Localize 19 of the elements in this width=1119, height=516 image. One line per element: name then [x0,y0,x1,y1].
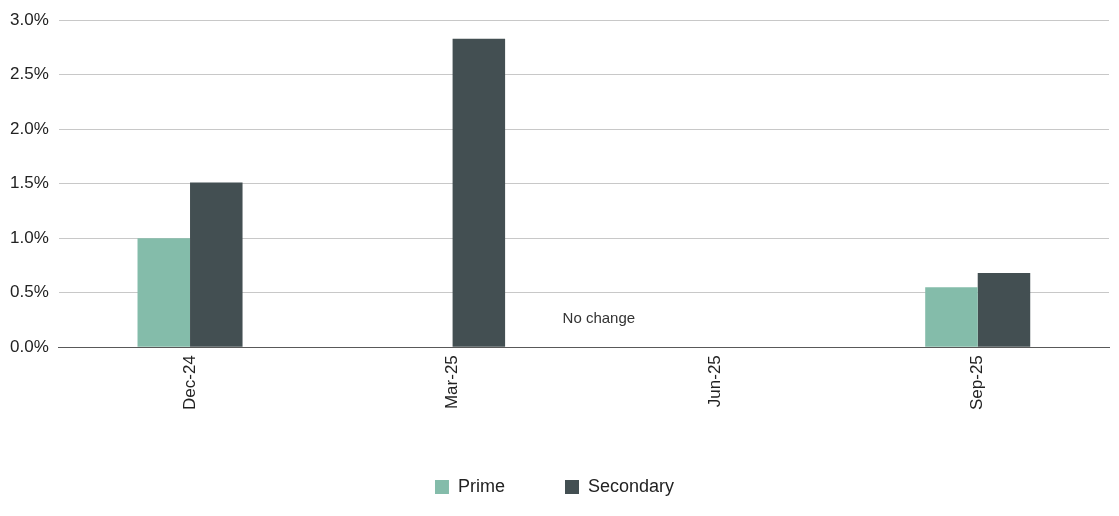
x-tick-label: Jun-25 [704,355,724,408]
y-tick-label: 2.0% [10,118,49,138]
legend-label: Secondary [587,475,675,496]
bar [452,38,506,347]
x-tick-label: Dec-24 [179,355,199,410]
bar [137,238,191,347]
y-tick-label: 3.0% [10,9,49,29]
y-tick-label: 0.5% [10,282,49,302]
y-tick-label: 1.0% [10,227,49,247]
legend-label: Prime [457,475,505,496]
y-tick-label: 0.0% [10,336,49,356]
x-tick-label: Sep-25 [967,355,987,411]
y-tick-label: 1.5% [10,173,49,193]
y-tick-label: 2.5% [10,64,49,84]
annotation: No change [562,309,636,327]
x-tick-label: Mar-25 [442,355,462,410]
bar [925,287,978,347]
bar [190,182,243,347]
bar [977,273,1031,347]
